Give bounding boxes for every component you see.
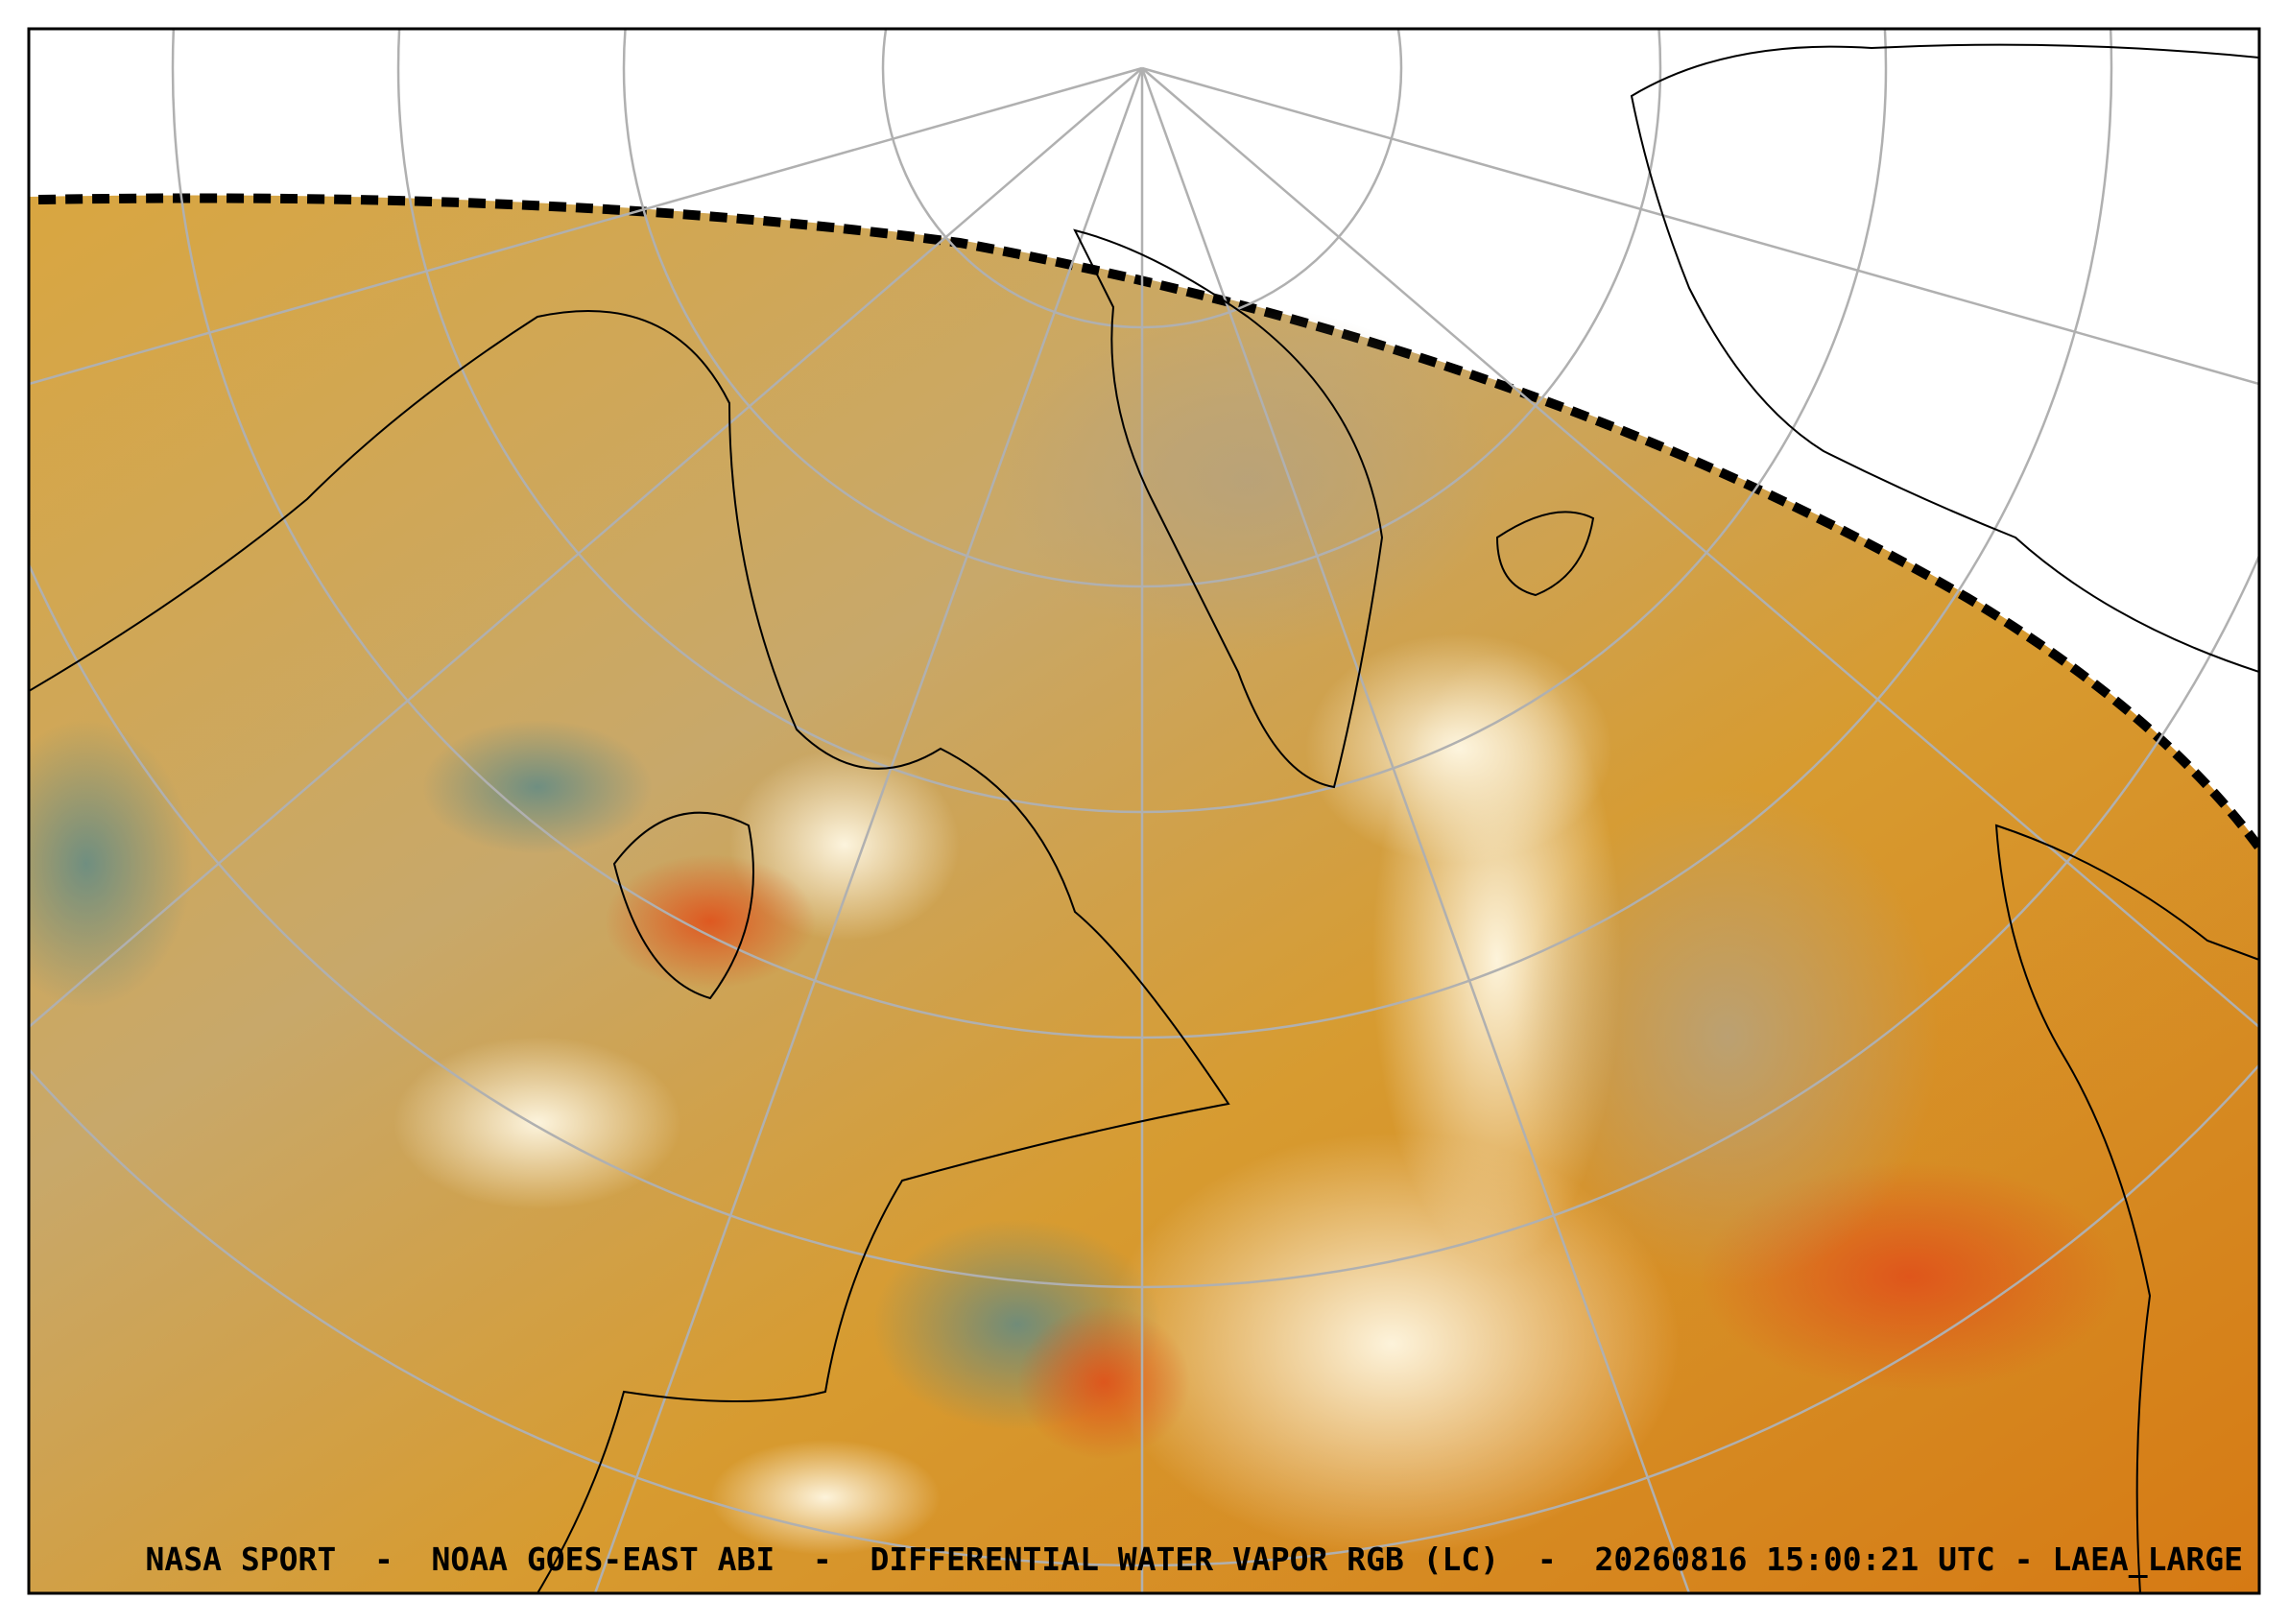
meridian: [1141, 66, 2259, 386]
warm-area: [605, 854, 816, 989]
dry-slot: [422, 720, 653, 854]
europe: [1630, 43, 2259, 674]
africa: [1994, 824, 2259, 1593]
meridian: [593, 67, 1144, 1593]
coastlines: [29, 43, 2259, 1593]
warm-area: [1017, 1305, 1190, 1459]
meridian: [1140, 67, 1691, 1593]
meridian: [29, 66, 1143, 386]
dry-slot: [29, 720, 192, 1008]
caption: NASA SPORT - NOAA GOES-EAST ABI - DIFFER…: [146, 1540, 2243, 1578]
cloud: [393, 1037, 681, 1209]
meridian: [1141, 67, 2259, 1028]
greenland: [1073, 228, 1384, 789]
cloud: [710, 1440, 941, 1555]
moist-area: [1516, 787, 1939, 1286]
meridian: [29, 67, 1143, 1028]
cloud: [1305, 633, 1612, 864]
north-america: [29, 310, 1230, 1593]
hudson-bay: [612, 811, 754, 1000]
moist-area: [998, 307, 1497, 653]
iceland: [1495, 511, 1595, 597]
map-frame: [27, 27, 2261, 1595]
